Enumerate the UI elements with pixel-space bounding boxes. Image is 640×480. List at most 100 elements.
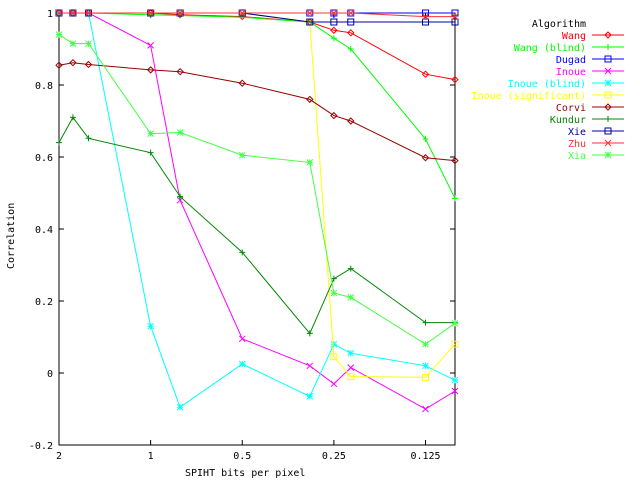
data-point <box>306 18 314 26</box>
data-point <box>451 340 459 348</box>
data-point <box>306 159 314 166</box>
data-point <box>422 18 430 26</box>
data-point <box>347 117 355 125</box>
data-point <box>421 154 430 162</box>
legend-label: Inoue (significant) <box>472 91 586 102</box>
data-point <box>451 387 459 395</box>
data-point <box>604 67 612 75</box>
data-point <box>85 9 92 17</box>
data-point <box>146 66 155 74</box>
data-point <box>605 44 611 50</box>
x-tick-label: 1 <box>148 451 154 462</box>
data-point <box>422 136 429 142</box>
data-point <box>55 9 63 17</box>
data-point <box>330 353 338 361</box>
data-point <box>330 9 338 17</box>
data-point <box>330 289 338 297</box>
data-point <box>55 61 63 69</box>
legend-label: Wang (blind) <box>514 43 586 54</box>
data-point <box>347 29 355 37</box>
data-point <box>330 275 337 282</box>
legend-label: Inoue <box>556 67 586 78</box>
x-tick-labels: 2 1 0.5 0.25 0.125 <box>56 451 441 462</box>
data-point <box>330 18 338 26</box>
data-point <box>238 79 246 87</box>
data-point <box>147 42 154 49</box>
data-point <box>306 330 313 337</box>
data-point <box>330 35 337 42</box>
x-axis-label: SPIHT bits per pixel <box>185 468 305 479</box>
data-point <box>176 403 184 411</box>
data-point <box>451 156 459 165</box>
data-point <box>347 373 355 381</box>
series-6 <box>55 58 459 165</box>
data-point <box>84 60 93 69</box>
data-point <box>306 95 314 104</box>
data-point <box>147 9 155 17</box>
data-point <box>176 129 184 136</box>
series-9 <box>55 9 459 20</box>
data-point <box>421 70 430 78</box>
data-point <box>238 360 246 368</box>
data-point <box>147 9 154 17</box>
data-point <box>347 46 354 52</box>
data-point <box>85 135 92 142</box>
data-point <box>239 249 246 256</box>
legend-label: Zhu <box>568 139 586 150</box>
data-point <box>422 373 430 381</box>
y-tick-label: 0.2 <box>35 297 53 308</box>
data-point <box>347 294 355 301</box>
data-point <box>605 116 611 122</box>
legend-label: Kundur <box>550 115 586 126</box>
data-point <box>238 9 246 17</box>
data-point <box>147 149 154 156</box>
data-point <box>422 13 429 20</box>
data-point <box>451 75 459 84</box>
legend-label: Corvi <box>556 103 586 114</box>
data-point <box>422 319 429 326</box>
y-tick-label: 0 <box>47 369 53 380</box>
x-tick-label: 2 <box>56 451 62 462</box>
data-point <box>422 362 429 370</box>
series-10 <box>55 31 459 348</box>
data-point <box>69 114 76 121</box>
data-point <box>306 9 314 17</box>
data-point <box>176 9 184 17</box>
legend-label: Dugad <box>556 55 586 66</box>
data-point <box>604 103 612 111</box>
legend-title: Algorithm <box>532 19 586 30</box>
legend-label: Xie <box>568 127 586 138</box>
data-point <box>69 9 77 17</box>
data-point <box>347 364 355 371</box>
data-point <box>330 380 338 388</box>
data-point <box>451 13 459 20</box>
series-layer <box>55 9 459 413</box>
data-point <box>451 319 459 327</box>
data-point <box>69 58 77 67</box>
data-point <box>604 79 612 87</box>
data-point <box>238 151 246 159</box>
data-point <box>239 14 246 21</box>
x-tick-label: 0.25 <box>322 451 346 462</box>
data-point <box>69 40 77 47</box>
x-tick-label: 0.125 <box>410 451 440 462</box>
data-point <box>604 139 612 147</box>
data-point <box>177 193 184 200</box>
y-axis-label: Correlation <box>6 203 17 269</box>
data-point <box>347 18 355 26</box>
data-point <box>604 91 612 99</box>
data-point <box>85 40 92 47</box>
data-point <box>306 393 314 400</box>
y-tick-label: 0.4 <box>35 225 53 236</box>
data-point <box>604 31 612 39</box>
data-point <box>56 139 62 146</box>
y-tick-label: 0.8 <box>35 81 53 92</box>
data-point <box>422 340 429 348</box>
data-point <box>330 26 338 34</box>
data-point <box>176 67 184 76</box>
data-point <box>452 195 458 202</box>
legend-label: Wang <box>562 31 586 42</box>
data-point <box>451 376 459 384</box>
